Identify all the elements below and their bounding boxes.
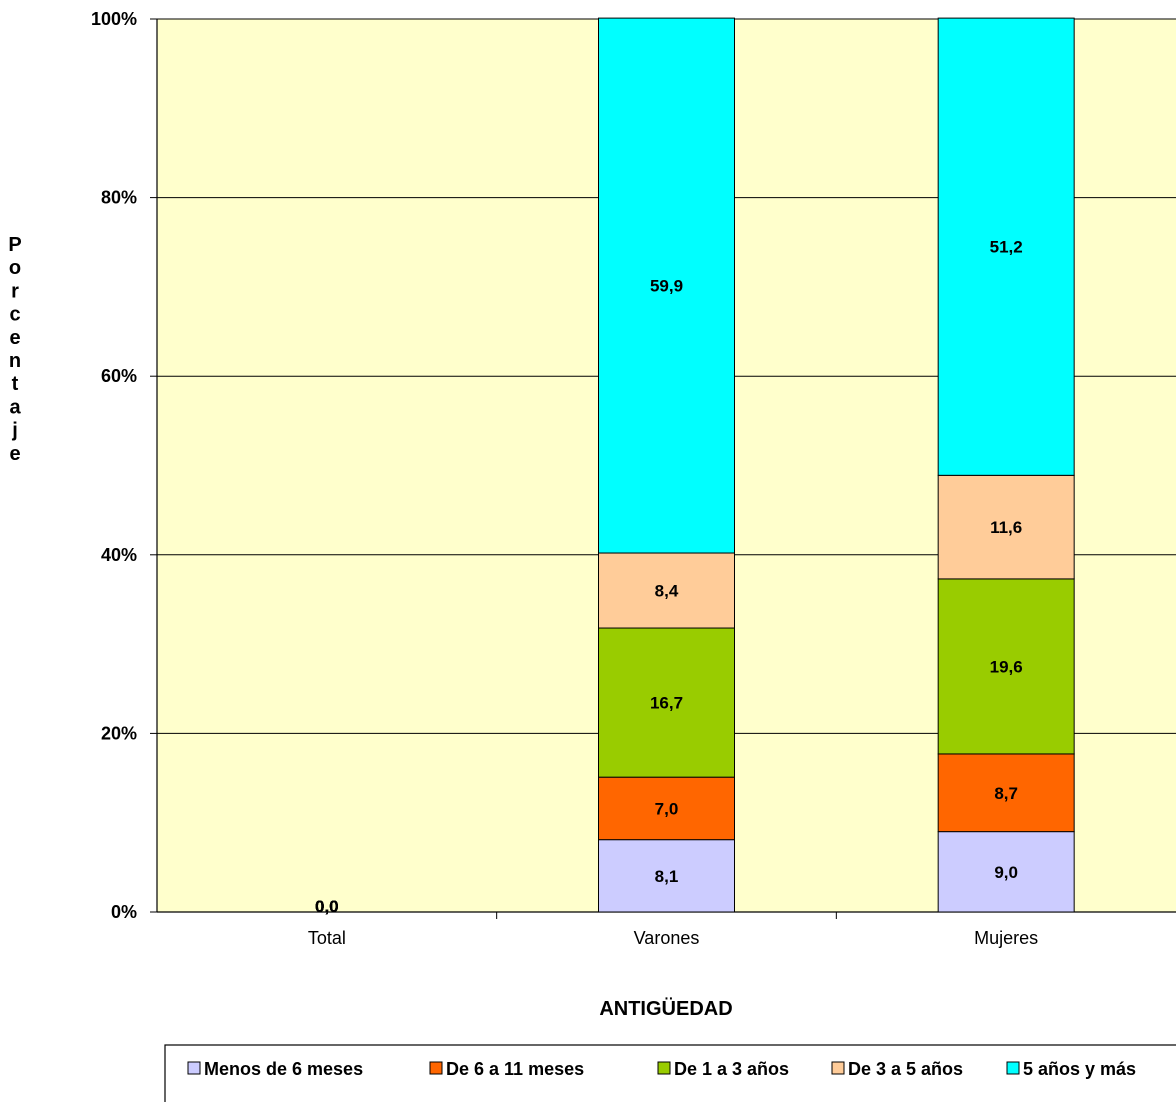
y-axis-title-letter: r [11, 280, 19, 302]
data-label: 8,1 [655, 867, 679, 886]
category-label: Total [308, 928, 346, 948]
y-axis-title-letter: a [9, 396, 21, 418]
bar-segment [937, 17, 1075, 476]
legend-swatch [429, 1061, 443, 1075]
y-axis-title-letter: o [9, 257, 21, 279]
y-axis-title-letter: e [9, 327, 20, 349]
y-tick-label: 40% [101, 545, 137, 565]
bar-segment [598, 776, 735, 841]
x-axis-title: ANTIGÜEDAD [599, 997, 732, 1020]
data-label: 0,0 [315, 897, 339, 916]
category-label: Mujeres [974, 928, 1038, 948]
category-label: Varones [634, 928, 700, 948]
bar-segment [937, 578, 1075, 755]
bar-segment [937, 474, 1075, 580]
legend-box [164, 1044, 1176, 1107]
data-label: 59,9 [650, 277, 683, 296]
bar-segment [598, 839, 735, 913]
bar-segment [937, 831, 1075, 913]
data-label: 0,0 [315, 897, 339, 916]
data-label: 8,4 [655, 582, 679, 601]
legend-label: 5 años y más [1023, 1059, 1136, 1079]
data-label: 9,0 [994, 863, 1018, 882]
data-label: 7,0 [655, 799, 679, 818]
data-label: 0,0 [315, 897, 339, 916]
bar-segment [598, 17, 735, 554]
data-label: 16,7 [650, 694, 683, 713]
data-label: 51,2 [990, 238, 1023, 257]
data-label: 0,0 [315, 897, 339, 916]
legend-swatch [1006, 1061, 1020, 1075]
y-axis-title-letter: n [9, 350, 21, 372]
bar-segment [937, 753, 1075, 833]
y-tick-label: 100% [91, 9, 137, 29]
legend-swatch [831, 1061, 845, 1075]
bar-segment [598, 627, 735, 778]
legend-label: De 6 a 11 meses [446, 1059, 584, 1079]
legend-label: Menos de 6 meses [204, 1059, 363, 1079]
legend-swatch [187, 1061, 201, 1075]
bar-segment [598, 552, 735, 629]
data-label: 8,7 [994, 784, 1018, 803]
data-label: 0,0 [315, 897, 339, 916]
legend-label: De 1 a 3 años [674, 1059, 789, 1079]
y-axis-title-letter: j [11, 420, 18, 442]
data-label: 11,6 [990, 518, 1022, 537]
y-tick-label: 80% [101, 188, 137, 208]
y-axis-title-letter: e [9, 443, 20, 465]
legend-label: De 3 a 5 años [848, 1059, 963, 1079]
y-tick-label: 20% [101, 723, 137, 743]
y-tick-label: 0% [111, 902, 137, 922]
y-tick-label: 60% [101, 366, 137, 386]
data-label: 19,6 [990, 657, 1023, 676]
y-axis-title-letter: P [8, 234, 21, 256]
y-axis-title-letter: c [9, 304, 20, 326]
legend-swatch [657, 1061, 671, 1075]
y-axis-title-letter: t [12, 373, 19, 395]
